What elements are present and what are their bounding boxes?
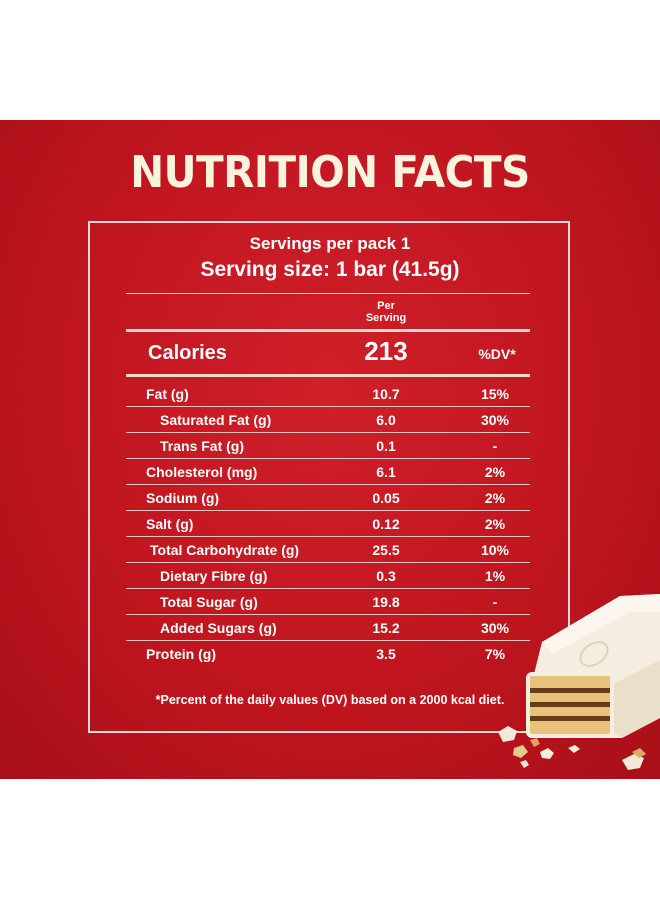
nutrient-value: 6.0 — [376, 412, 396, 428]
wafer-cream-layer — [530, 702, 610, 707]
nutrient-row-saturated-fat: Saturated Fat (g) 6.0 30% — [126, 407, 530, 433]
nutrient-row-added-sugars: Added Sugars (g) 15.2 30% — [126, 615, 530, 641]
nutrient-label: Salt (g) — [146, 516, 194, 532]
nutrient-label: Total Sugar (g) — [160, 594, 258, 610]
nutrient-dv: 10% — [480, 542, 510, 558]
nutrient-value: 19.8 — [372, 594, 400, 610]
nutrient-row-cholesterol: Cholesterol (mg) 6.1 2% — [126, 459, 530, 485]
page-title: NUTRITION FACTS — [130, 147, 530, 198]
crumb-piece — [530, 738, 540, 747]
dv-header: %DV* — [478, 346, 516, 362]
calories-label: Calories — [148, 342, 227, 364]
nutrient-row-salt: Salt (g) 0.12 2% — [126, 511, 530, 537]
nutrient-dv: 15% — [480, 386, 510, 402]
nutrient-value: 3.5 — [376, 646, 396, 662]
nutrient-label: Saturated Fat (g) — [160, 412, 272, 428]
nutrition-panel: NUTRITION FACTS Servings per pack 1 Serv… — [0, 120, 660, 779]
nutrient-dv: 2% — [484, 464, 506, 480]
nutrient-label: Protein (g) — [146, 646, 216, 662]
nutrient-row-trans-fat: Trans Fat (g) 0.1 - — [126, 433, 530, 459]
per-serving-line2: Serving — [365, 312, 407, 324]
crumb-piece — [568, 745, 580, 753]
nutrient-dv: 7% — [484, 646, 506, 662]
nutrient-dv: - — [492, 594, 498, 610]
nutrient-label: Fat (g) — [146, 386, 189, 402]
wafer-coating-edge — [526, 672, 614, 738]
nutrient-label: Trans Fat (g) — [160, 438, 245, 454]
per-serving-header: Per Serving — [346, 300, 426, 324]
nutrient-dv: 1% — [484, 568, 506, 584]
servings-per-pack: Servings per pack 1 — [249, 234, 411, 253]
nutrient-label: Total Carbohydrate (g) — [150, 542, 300, 558]
calories-value: 213 — [364, 336, 408, 366]
nutrient-value: 0.3 — [376, 568, 396, 584]
bar-side-face — [610, 660, 660, 738]
nutrient-label: Sodium (g) — [146, 490, 220, 506]
wafer-cream-layer — [530, 688, 610, 693]
nutrient-value: 0.12 — [372, 516, 400, 532]
nutrient-value: 0.1 — [376, 438, 396, 454]
nutrient-row-fat: Fat (g) 10.7 15% — [126, 381, 530, 407]
label-frame — [88, 221, 570, 733]
nutrient-label: Added Sugars (g) — [160, 620, 277, 636]
divider-calories-top — [126, 329, 530, 332]
nutrient-dv: - — [492, 438, 498, 454]
nutrient-table: Fat (g) 10.7 15% Saturated Fat (g) 6.0 3… — [126, 381, 530, 667]
crumb-piece — [498, 726, 517, 742]
crumb-piece — [520, 760, 529, 768]
nutrient-row-dietary-fibre: Dietary Fibre (g) 0.3 1% — [126, 563, 530, 589]
divider-calories-bottom — [126, 374, 530, 377]
nutrient-value: 25.5 — [372, 542, 400, 558]
nutrient-value: 10.7 — [372, 386, 400, 402]
crumb-piece — [622, 754, 644, 770]
nutrient-dv: 30% — [480, 412, 510, 428]
footnote: *Percent of the daily values (DV) based … — [155, 693, 505, 707]
nutrient-value: 6.1 — [376, 464, 396, 480]
nutrient-row-total-sugar: Total Sugar (g) 19.8 - — [126, 589, 530, 615]
nutrient-dv: 2% — [484, 516, 506, 532]
embossed-logo-icon — [579, 641, 609, 667]
nutrient-value: 15.2 — [372, 620, 400, 636]
nutrient-label: Dietary Fibre (g) — [160, 568, 268, 584]
crumb-piece — [513, 745, 528, 758]
nutrient-row-protein: Protein (g) 3.5 7% — [126, 641, 530, 667]
nutrient-row-sodium: Sodium (g) 0.05 2% — [126, 485, 530, 511]
bar-top-face — [542, 594, 660, 654]
nutrient-dv: 30% — [480, 620, 510, 636]
per-serving-line1: Per — [377, 300, 395, 312]
wafer-cream-layer — [530, 716, 610, 721]
divider-top — [126, 293, 530, 294]
crumb-piece — [540, 748, 554, 759]
nutrient-value: 0.05 — [372, 490, 400, 506]
nutrient-row-total-carbohydrate: Total Carbohydrate (g) 25.5 10% — [126, 537, 530, 563]
nutrient-dv: 2% — [484, 490, 506, 506]
crumb-piece — [632, 748, 646, 758]
wafer-bar-illustration — [498, 594, 660, 770]
serving-size: Serving size: 1 bar (41.5g) — [200, 258, 460, 281]
nutrient-label: Cholesterol (mg) — [146, 464, 258, 480]
